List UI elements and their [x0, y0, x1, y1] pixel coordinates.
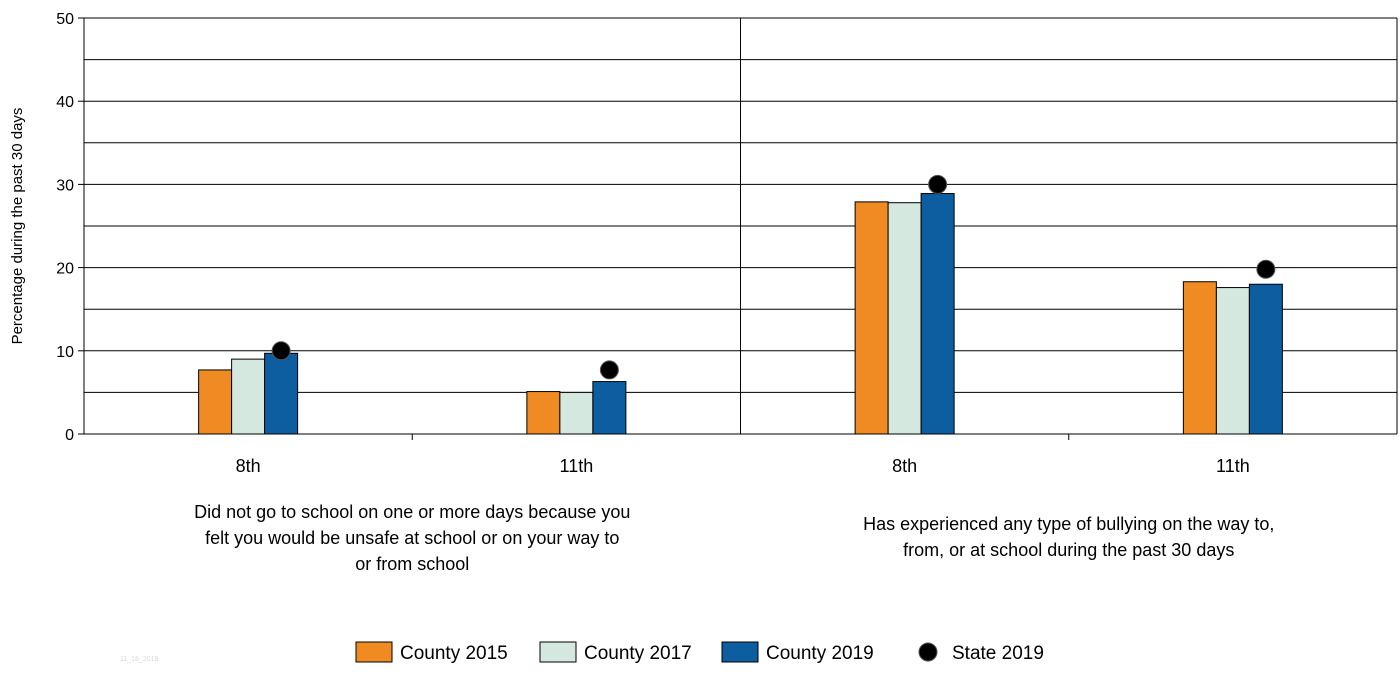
group-label-line: Has experienced any type of bullying on … [863, 514, 1274, 534]
legend-item: County 2019 [721, 641, 874, 664]
category-label: 11th [1216, 456, 1250, 476]
bar [887, 202, 922, 435]
bar [1215, 287, 1250, 435]
footnote: 11_18_2019 [120, 656, 159, 663]
legend-label: County 2019 [766, 643, 874, 664]
bar [198, 369, 233, 435]
bar [920, 193, 955, 435]
legend-swatch [918, 642, 938, 662]
y-tick-label: 30 [56, 177, 74, 194]
state-marker [928, 174, 948, 194]
legend-swatch [539, 641, 577, 663]
bar [559, 391, 594, 435]
group-label-line: felt you would be unsafe at school or on… [205, 528, 619, 548]
bar [264, 352, 299, 435]
category-label: 11th [560, 456, 594, 476]
legend: County 2015 County 2017 County 2019 State 2… [355, 641, 1044, 664]
legend-swatch [721, 641, 759, 663]
y-tick-label: 50 [56, 11, 74, 28]
state-marker [1256, 259, 1276, 279]
legend-item: State 2019 [918, 642, 1044, 664]
y-axis-title: Percentage during the past 30 days [9, 108, 26, 345]
legend-swatch [355, 641, 393, 663]
y-tick-label: 40 [56, 94, 74, 111]
state-marker [599, 360, 619, 380]
y-tick-label: 10 [56, 344, 74, 361]
legend-label: County 2015 [400, 643, 508, 664]
category-label: 8th [892, 456, 917, 476]
legend-item: County 2017 [539, 641, 692, 664]
group-label-line: from, or at school during the past 30 da… [903, 540, 1234, 560]
bar [1182, 281, 1217, 435]
y-tick-label: 0 [65, 427, 74, 444]
bar [592, 381, 627, 435]
legend-label: State 2019 [952, 643, 1044, 664]
state-marker [271, 341, 291, 361]
category-label: 8th [236, 456, 261, 476]
bar [1248, 283, 1283, 435]
group-label-line: or from school [355, 554, 469, 574]
bar [854, 201, 889, 435]
legend-item: County 2015 [355, 641, 508, 664]
legend-label: County 2017 [584, 643, 692, 664]
y-tick-label: 20 [56, 261, 74, 278]
group-label-line: Did not go to school on one or more days… [194, 502, 630, 522]
bar [231, 358, 266, 435]
bar [526, 391, 561, 435]
